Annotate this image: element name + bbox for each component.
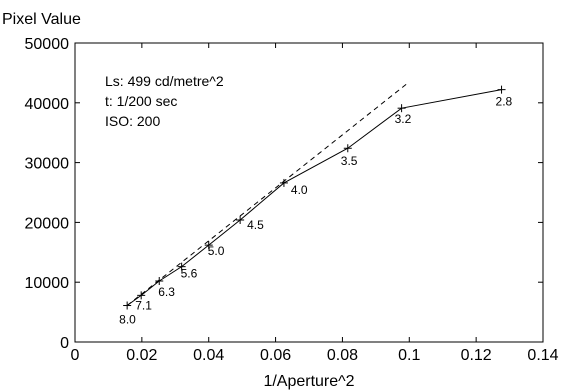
x-tick-label: 0.02: [126, 347, 157, 364]
y-tick-label: 20000: [25, 215, 70, 232]
point-label: 7.1: [135, 298, 152, 312]
data-point-marker: [497, 85, 506, 94]
data-point-marker: [343, 144, 352, 153]
x-tick-label: 0.14: [527, 347, 558, 364]
point-label: 5.6: [181, 267, 198, 281]
data-point-marker: [204, 241, 213, 250]
point-label: 3.5: [341, 154, 358, 168]
annotation-box: Ls: 499 cd/metre^2 t: 1/200 sec ISO: 200: [105, 73, 224, 129]
point-label: 5.0: [208, 244, 225, 258]
y-tick-label: 10000: [25, 275, 70, 292]
y-axis-title: Pixel Value: [2, 11, 81, 28]
annotation-exposure-time: t: 1/200 sec: [105, 93, 177, 109]
x-tick-label: 0.04: [193, 347, 224, 364]
point-label: 8.0: [119, 313, 136, 327]
point-label: 4.5: [247, 218, 264, 232]
x-tick-label: 0.1: [398, 347, 420, 364]
y-tick-label: 40000: [25, 96, 70, 113]
annotation-iso: ISO: 200: [105, 113, 160, 129]
x-tick-label: 0: [71, 347, 80, 364]
point-label: 4.0: [291, 183, 308, 197]
data-point-marker: [397, 104, 406, 113]
data-point-marker: [279, 178, 288, 187]
plot-frame: [74, 42, 544, 343]
annotation-luminance: Ls: 499 cd/metre^2: [105, 73, 224, 89]
y-tick-label: 30000: [25, 156, 70, 173]
x-tick-label: 0.12: [461, 347, 492, 364]
x-tick-label: 0.06: [260, 347, 291, 364]
x-tick-label: 0.08: [327, 347, 358, 364]
measured-line: [126, 89, 502, 306]
y-tick-label: 0: [60, 335, 69, 352]
y-tick-label: 50000: [25, 36, 70, 53]
data-point-marker: [177, 262, 186, 271]
point-label: 2.8: [496, 95, 513, 109]
point-label: 3.2: [395, 112, 412, 126]
x-axis-title: 1/Aperture^2: [263, 373, 354, 390]
data-point-marker: [236, 216, 245, 225]
data-point-marker: [137, 291, 146, 300]
dashed-reference-line: [126, 81, 410, 306]
series-layer: 8.07.1 6.3 5.6 5.0 4.5 4.0 3.5 3.2 2.8: [119, 81, 513, 327]
point-label: 6.3: [158, 285, 175, 299]
data-point-marker: [155, 277, 164, 286]
axis-ticks: 0 0.02 0.04 0.06 0.08 0.1 0.12 0.14 0 10000 20000 3…: [25, 36, 559, 364]
